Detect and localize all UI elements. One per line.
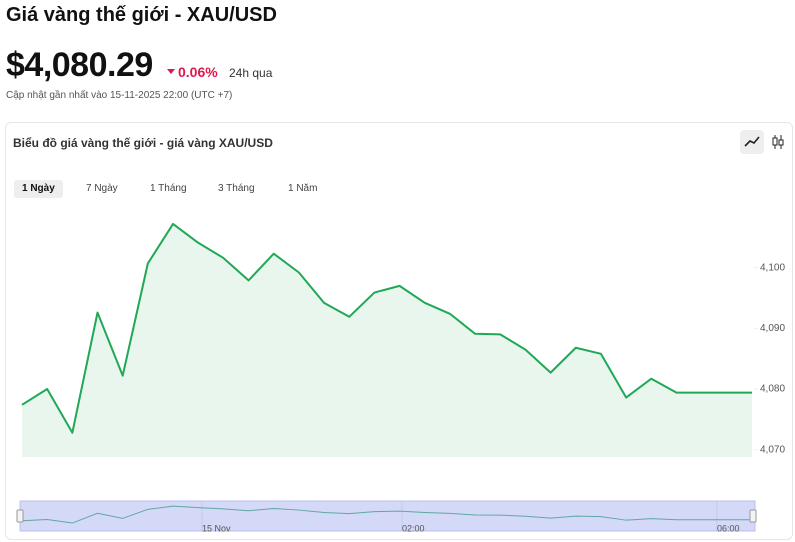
y-tick-label: 4,080: [760, 384, 785, 395]
y-tick-label: 4,090: [760, 323, 785, 334]
price-line: [21, 222, 752, 434]
update-time: Cập nhật gần nhất vào 15-11-2025 22:00 (…: [6, 90, 233, 101]
down-arrow: [167, 69, 175, 74]
range-tab[interactable]: 1 Tháng: [150, 183, 187, 194]
navigator-label: 15 Nov: [202, 523, 231, 533]
candle-chart-button[interactable]: [766, 130, 790, 154]
price-change: 0.06%: [178, 64, 218, 80]
navigator-label: 06:00: [717, 523, 740, 533]
navigator-handle[interactable]: [16, 509, 24, 523]
navigator-line: [21, 505, 752, 524]
card-title: Biểu đồ giá vàng thế giới - giá vàng XAU…: [13, 136, 273, 150]
range-tab[interactable]: 1 Năm: [288, 183, 318, 194]
y-tick-label: 4,100: [760, 262, 785, 273]
navigator: [19, 500, 756, 532]
navigator-label: 02:00: [402, 523, 425, 533]
line-chart-button[interactable]: [740, 130, 764, 154]
navigator-handle[interactable]: [749, 509, 757, 523]
chart-card: [5, 122, 793, 540]
change-period: 24h qua: [229, 66, 273, 80]
page-title: Giá vàng thế giới - XAU/USD: [6, 4, 277, 26]
range-tab[interactable]: 1 Ngày: [14, 180, 63, 198]
range-tab[interactable]: 7 Ngày: [86, 183, 118, 194]
area-fill: [22, 223, 752, 457]
y-tick-label: 4,070: [760, 444, 785, 455]
range-tab[interactable]: 3 Tháng: [218, 183, 255, 194]
price: $4,080.29: [6, 46, 153, 84]
